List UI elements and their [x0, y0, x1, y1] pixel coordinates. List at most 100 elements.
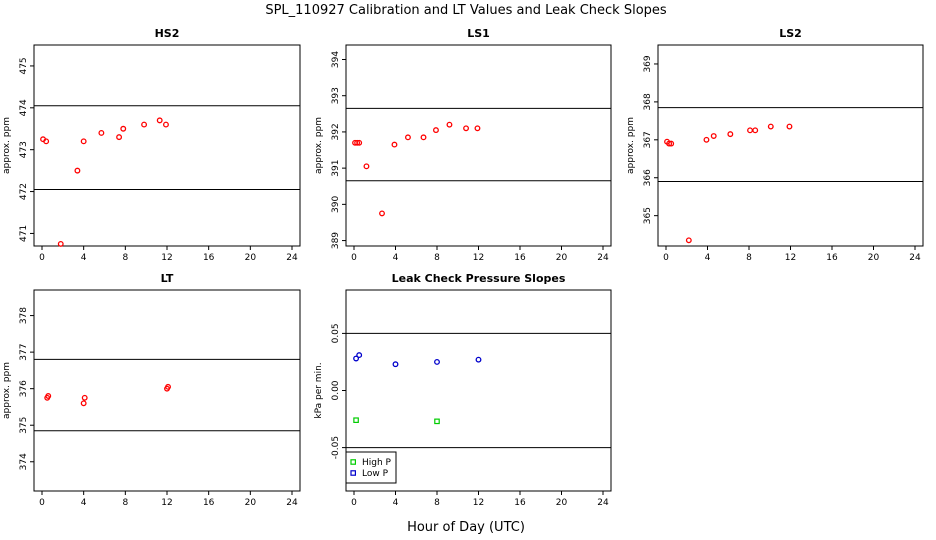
panel-title: HS2 [155, 27, 180, 40]
data-point [463, 125, 469, 132]
y-tick-label: 374 [19, 453, 29, 470]
y-tick-label: 378 [19, 307, 29, 324]
data-point [80, 400, 87, 407]
x-tick-label: 24 [597, 498, 609, 508]
data-point [141, 121, 148, 128]
x-tick-label: 4 [705, 253, 711, 263]
data-point [433, 127, 439, 134]
x-tick-label: 4 [393, 498, 399, 508]
y-tick-label: 367 [643, 131, 653, 148]
x-tick-label: 4 [393, 253, 399, 263]
y-axis-label: approx. ppm [2, 117, 12, 174]
y-tick-label: 391 [331, 160, 341, 177]
figure-title: SPL_110927 Calibration and LT Values and… [265, 3, 667, 18]
x-tick-label: 20 [245, 253, 257, 263]
y-tick-label: 393 [331, 87, 341, 104]
x-tick-label: 24 [286, 253, 298, 263]
legend-box [345, 451, 397, 484]
x-tick-label: 16 [203, 498, 215, 508]
data-point [45, 393, 52, 399]
x-tick-label: 16 [203, 253, 215, 263]
y-tick-label: 0.00 [331, 380, 341, 400]
data-point [43, 138, 50, 145]
x-tick-label: 12 [785, 253, 796, 263]
legend-label: Low P [362, 469, 389, 479]
data-point [353, 355, 360, 362]
x-tick-label: 24 [597, 253, 609, 263]
y-tick-label: 389 [331, 232, 341, 249]
data-point [356, 352, 363, 359]
data-point [434, 418, 440, 425]
y-axis-label: approx. ppm [2, 362, 12, 419]
y-axis-label: approx. ppm [626, 117, 636, 174]
legend-label: High P [362, 458, 392, 468]
panel-hs2: HS2 approx. ppm 0 4 8 12 16 20 24 471 472 473 474 475 [2, 27, 301, 263]
y-tick-label: 377 [19, 344, 29, 361]
y-tick-label: 369 [643, 55, 653, 72]
data-point [727, 131, 734, 138]
data-point [98, 129, 105, 136]
panel-ls2: LS2 approx. ppm 0 4 8 12 16 20 24 365 366 367 368 369 [626, 27, 924, 263]
x-tick-label: 8 [122, 498, 128, 508]
y-tick-label: 472 [19, 183, 29, 200]
x-tick-label: 16 [826, 253, 838, 263]
data-point [356, 139, 363, 146]
x-tick-label: 12 [161, 253, 172, 263]
x-tick-label: 12 [473, 498, 484, 508]
y-tick-label: 390 [331, 195, 341, 212]
data-point [156, 117, 163, 124]
data-point [786, 123, 793, 130]
x-tick-label: 20 [556, 253, 568, 263]
x-tick-label: 12 [473, 253, 484, 263]
x-tick-label: 0 [351, 498, 357, 508]
y-tick-label: 394 [331, 51, 341, 68]
x-axis-label: Hour of Day (UTC) [407, 520, 525, 535]
plot-frame [345, 44, 612, 247]
y-tick-label: 376 [19, 380, 29, 397]
data-point [668, 140, 675, 147]
panel-title: Leak Check Pressure Slopes [392, 272, 566, 285]
panel-leak-check-pressure-slopes: Leak Check Pressure Slopes kPa per min. 0 4… [314, 272, 612, 508]
plot-frame [33, 44, 301, 247]
data-point [81, 394, 88, 401]
plot-frame [657, 44, 924, 247]
x-tick-label: 24 [909, 253, 921, 263]
data-point [767, 123, 774, 130]
data-point [703, 136, 710, 143]
y-axis-label: approx. ppm [314, 117, 324, 174]
data-point [74, 167, 81, 174]
panel-ls1: LS1 approx. ppm 0 4 8 12 16 20 24 389 390 391 392 393… [314, 27, 612, 263]
legend-marker [350, 459, 357, 465]
y-tick-label: 474 [19, 99, 29, 116]
y-tick-label: 0.05 [331, 323, 341, 343]
data-point [116, 134, 123, 141]
x-tick-label: 8 [122, 253, 128, 263]
data-point [353, 417, 359, 423]
data-point [747, 127, 753, 134]
x-tick-label: 0 [351, 253, 357, 263]
data-point [434, 358, 440, 365]
x-tick-label: 8 [434, 253, 440, 263]
x-tick-label: 4 [81, 498, 87, 508]
data-point [685, 237, 692, 244]
data-point [120, 125, 127, 132]
x-tick-label: 16 [514, 498, 526, 508]
data-point [710, 133, 717, 139]
y-tick-label: 471 [19, 225, 29, 242]
data-point [752, 127, 759, 134]
data-point [405, 134, 411, 141]
panel-title: LS1 [467, 27, 490, 40]
x-tick-label: 24 [286, 498, 298, 508]
y-tick-label: 475 [19, 57, 29, 74]
x-tick-label: 0 [39, 253, 45, 263]
y-tick-label: 375 [19, 417, 29, 434]
data-point [363, 163, 370, 170]
data-point [420, 134, 427, 141]
panel-title: LT [161, 272, 174, 285]
x-tick-label: 8 [746, 253, 752, 263]
data-point [354, 139, 361, 146]
y-tick-label: 365 [643, 207, 653, 224]
data-point [474, 125, 481, 132]
y-tick-label: 392 [331, 123, 341, 140]
